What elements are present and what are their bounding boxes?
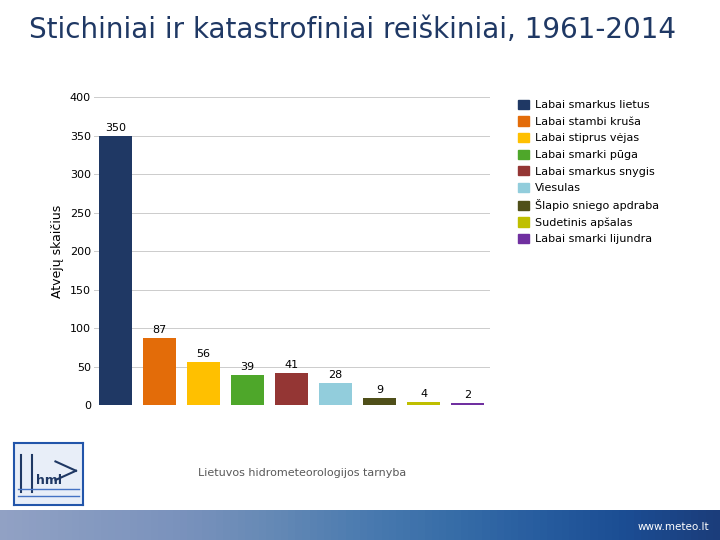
- Bar: [99, 136, 132, 405]
- Bar: [451, 403, 484, 405]
- Text: www.meteo.lt: www.meteo.lt: [638, 522, 709, 532]
- Legend: Labai smarkus lietus, Labai stambi kruša, Labai stiprus vėjas, Labai smarki pūga: Labai smarkus lietus, Labai stambi kruša…: [515, 97, 662, 248]
- Text: 2: 2: [464, 390, 471, 400]
- Y-axis label: Atvejų skaičius: Atvejų skaičius: [51, 205, 64, 298]
- Text: Stichiniai ir katastrofiniai reiškiniai, 1961-2014: Stichiniai ir katastrofiniai reiškiniai,…: [29, 16, 676, 44]
- Text: 9: 9: [376, 385, 383, 395]
- Text: Lietuvos hidrometeorologijos tarnyba: Lietuvos hidrometeorologijos tarnyba: [198, 468, 407, 478]
- Bar: [363, 398, 396, 405]
- Text: 39: 39: [240, 362, 255, 372]
- Bar: [143, 338, 176, 405]
- Text: 87: 87: [153, 325, 167, 335]
- Text: 56: 56: [197, 349, 211, 359]
- Bar: [319, 383, 352, 405]
- Text: 28: 28: [328, 370, 343, 380]
- Text: hml: hml: [35, 474, 62, 487]
- Bar: [187, 362, 220, 405]
- Bar: [231, 375, 264, 405]
- Text: 41: 41: [284, 360, 299, 370]
- Bar: [407, 402, 440, 405]
- Bar: [275, 374, 308, 405]
- Text: 4: 4: [420, 389, 427, 399]
- Text: 350: 350: [105, 123, 126, 133]
